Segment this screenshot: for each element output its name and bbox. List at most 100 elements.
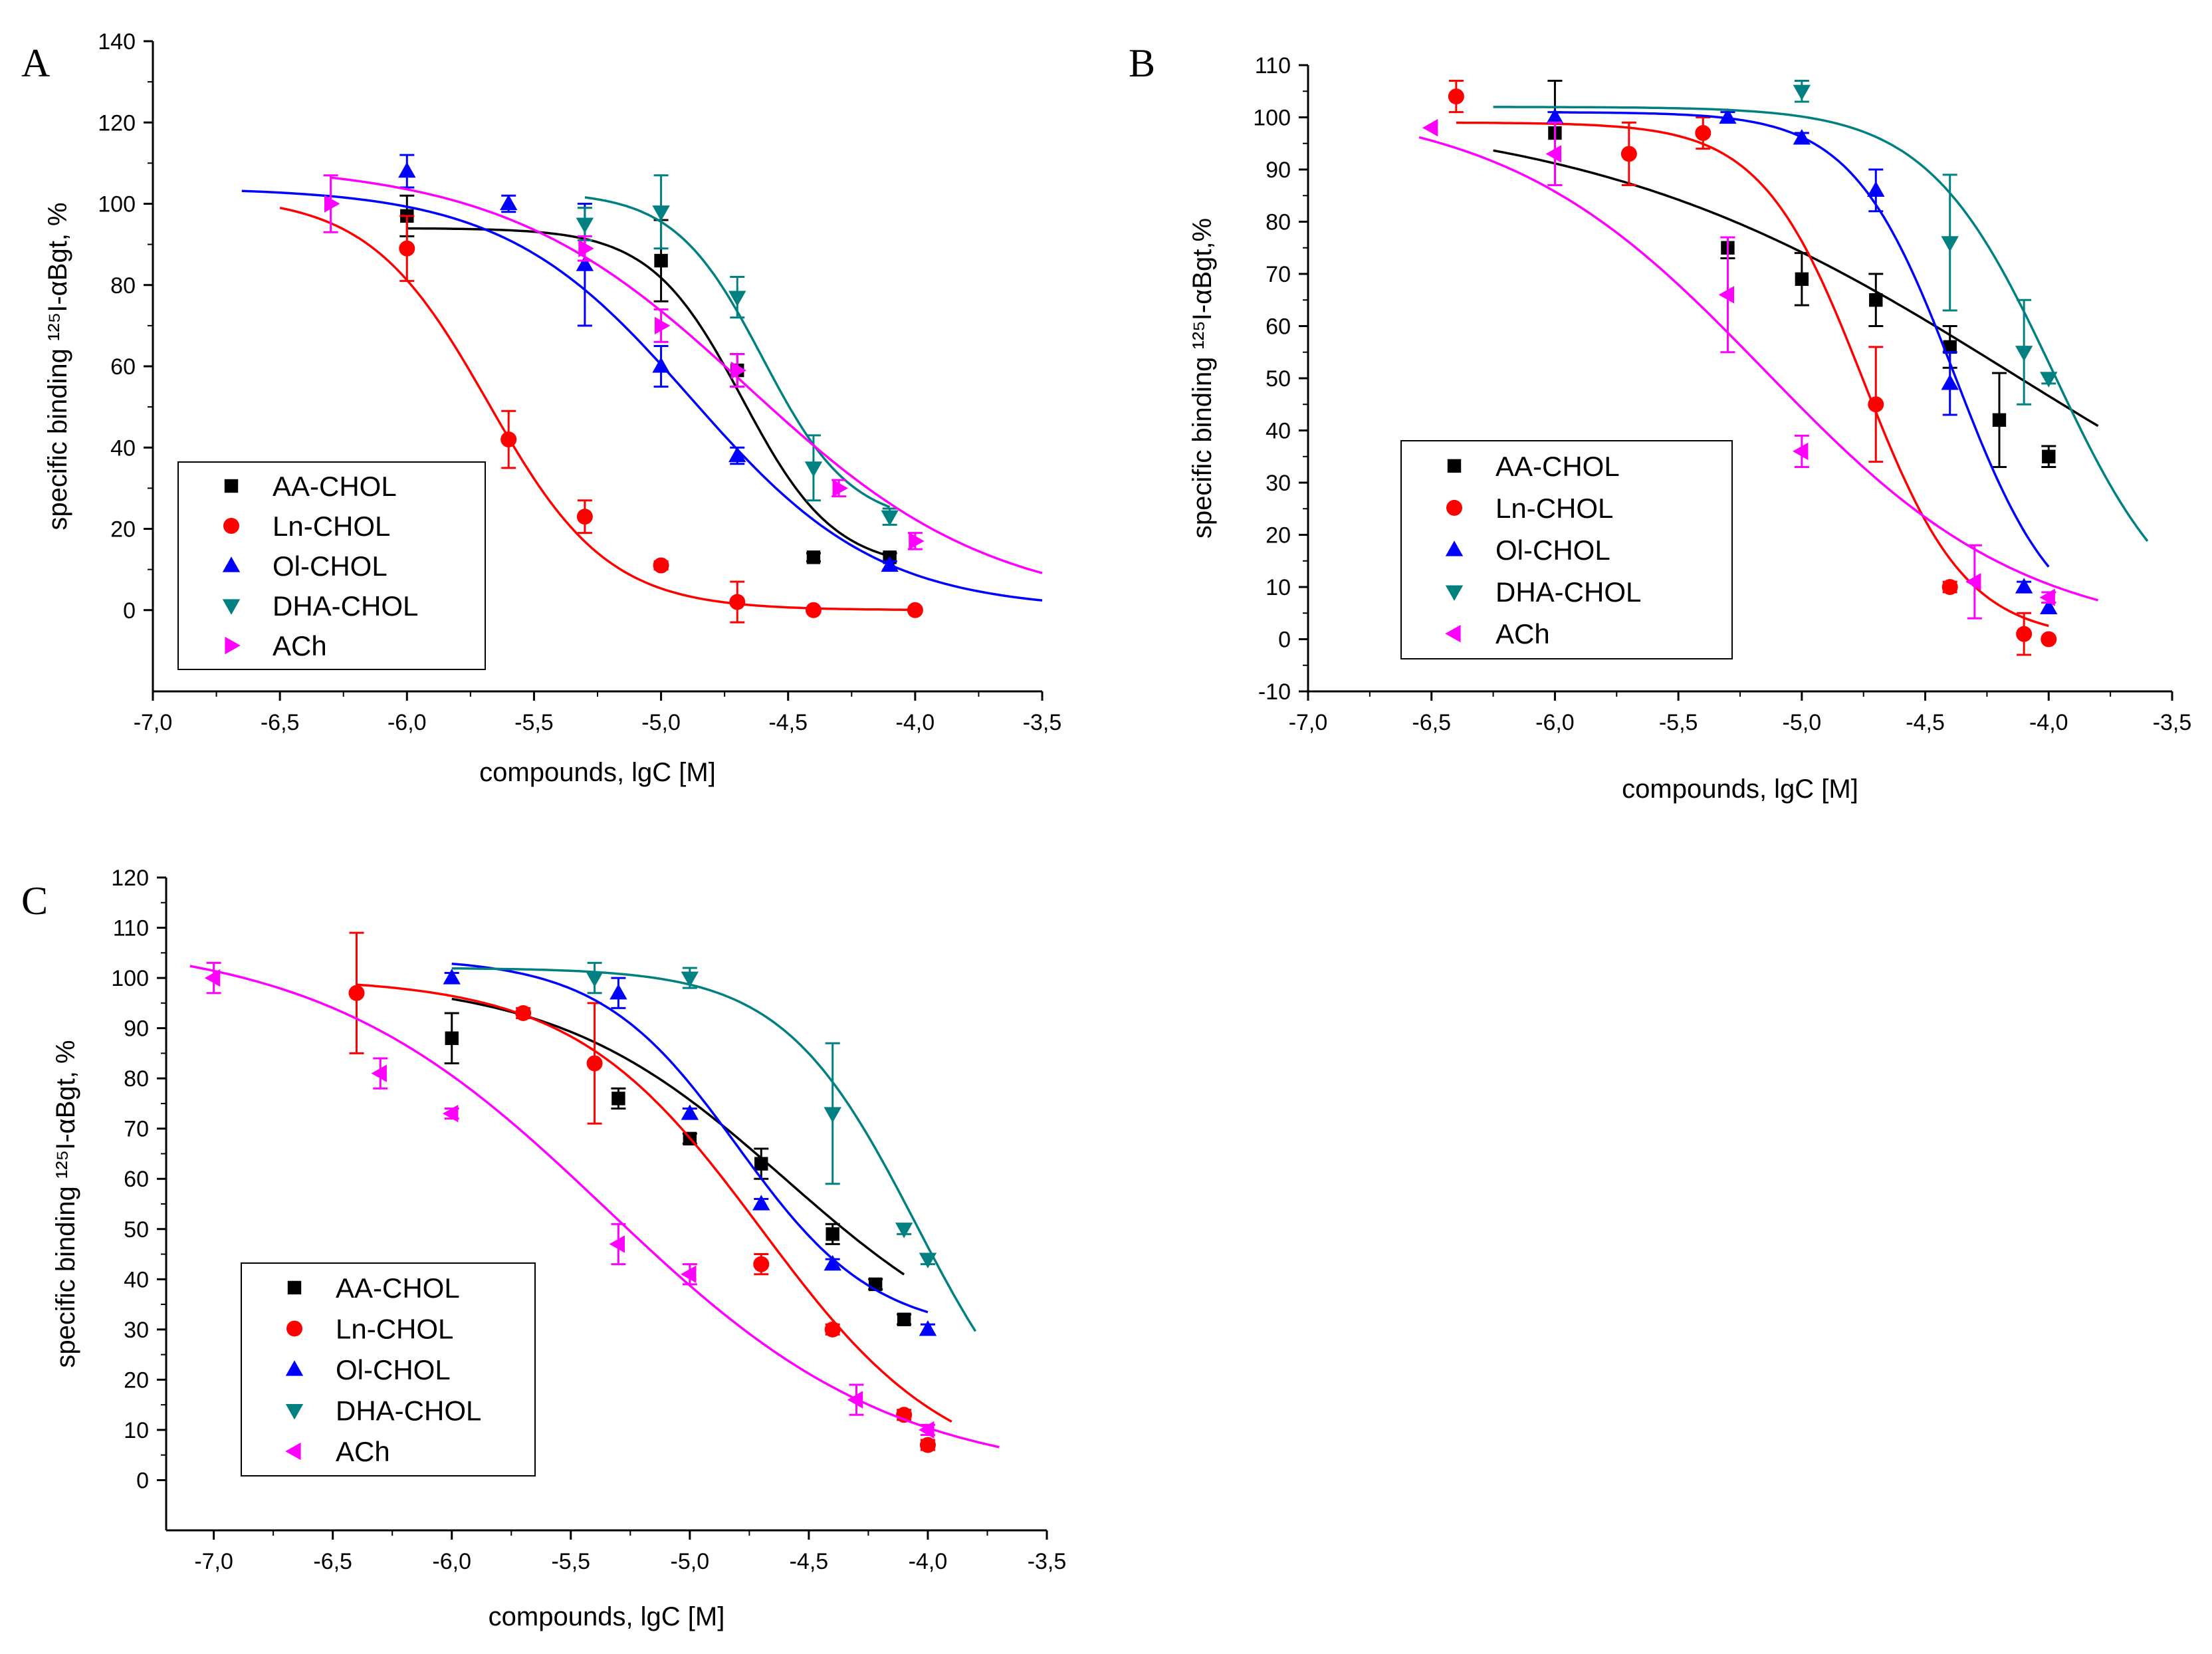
data-point-ln-chol: [653, 557, 669, 574]
y-tick-label: 90: [124, 1016, 149, 1042]
y-tick-label: 0: [136, 1468, 149, 1493]
data-point-ach: [1793, 442, 1809, 461]
fit-curve-ach: [189, 965, 1000, 1449]
x-axis-title: compounds, lgC [M]: [479, 758, 716, 787]
data-point-aa-chol: [1869, 293, 1883, 307]
data-point-ol-chol: [443, 969, 461, 985]
panel-letter: C: [21, 879, 48, 923]
data-point-ln-chol: [1448, 88, 1464, 105]
y-tick-label: 10: [124, 1418, 149, 1443]
data-point-aa-chol: [654, 253, 668, 268]
legend-item-ol-chol: Ol-CHOL: [222, 550, 387, 582]
data-point-aa-chol: [1992, 413, 2007, 427]
y-tick-label: 90: [1266, 158, 1291, 183]
y-tick-label: 30: [1266, 471, 1291, 496]
series-dha-chol: [1493, 80, 2149, 542]
y-tick-label: 100: [1253, 106, 1291, 131]
x-tick-label: -4,5: [790, 1549, 829, 1574]
data-point-ln-chol: [1941, 579, 1958, 595]
data-point-dha-chol: [681, 971, 699, 987]
data-point-ln-chol: [729, 594, 746, 610]
legend-label: AA-CHOL: [336, 1272, 460, 1304]
data-point-ol-chol: [1719, 108, 1737, 124]
y-tick-label: 60: [1266, 314, 1291, 340]
y-tick-label: 120: [111, 866, 149, 891]
data-point-ach: [442, 1104, 459, 1123]
y-tick-label: 120: [98, 110, 136, 136]
series-dha-chol: [576, 174, 899, 526]
x-tick-label: -6,0: [1535, 710, 1575, 735]
fit-curve-aa-chol: [1493, 149, 2099, 427]
data-point-dha-chol: [728, 291, 746, 306]
data-point-dha-chol: [919, 1252, 937, 1268]
x-tick-label: -7,0: [1289, 710, 1328, 735]
legend: AA-CHOL Ln-CHOL Ol-CHOL DHA-CHOL ACh: [241, 1262, 536, 1477]
legend-label: DHA-CHOL: [336, 1395, 481, 1427]
legend-marker: [286, 1320, 302, 1337]
x-tick-label: -4,0: [909, 1549, 948, 1574]
x-tick-label: -5,5: [514, 710, 554, 735]
series-ach: [323, 174, 1043, 574]
data-point-ol-chol: [398, 162, 416, 178]
fit-curve-ach: [330, 176, 1043, 574]
x-tick-label: -7,0: [134, 710, 173, 735]
data-point-ach: [919, 1421, 935, 1439]
data-point-ln-chol: [515, 1004, 532, 1021]
data-point-ach: [609, 1235, 625, 1253]
legend: AA-CHOL Ln-CHOL Ol-CHOL DHA-CHOL ACh: [177, 461, 486, 670]
data-point-aa-chol: [2042, 449, 2056, 463]
x-tick-label: -3,5: [1028, 1549, 1067, 1574]
x-tick-label: -3,5: [1023, 710, 1062, 735]
x-tick-label: -3,5: [2153, 710, 2192, 735]
data-point-ln-chol: [753, 1256, 770, 1272]
x-tick-label: -4,5: [1906, 710, 1945, 735]
legend-label: ACh: [273, 630, 327, 661]
data-point-dha-chol: [2015, 346, 2033, 362]
y-tick-label: 40: [1266, 419, 1291, 444]
legend-label: Ol-CHOL: [273, 550, 387, 582]
y-tick-label: 0: [123, 598, 136, 624]
legend-label: ACh: [336, 1436, 390, 1467]
data-point-ach: [832, 479, 848, 497]
data-point-dha-chol: [576, 217, 594, 233]
x-axis-title: compounds, lgC [M]: [489, 1602, 725, 1631]
data-point-ach: [1545, 145, 1562, 163]
y-tick-label: 100: [98, 192, 136, 217]
panel-b: B -10 0 10 20 30 40 50 60 70 80 90 100 110 -7,0 -6,5 -6,…: [1129, 41, 2191, 804]
legend-marker: [285, 1360, 304, 1376]
fit-curve-dha-chol: [1493, 106, 2149, 542]
x-tick-label: -5,5: [551, 1549, 590, 1574]
x-tick-label: -5,5: [1659, 710, 1698, 735]
legend-marker: [1446, 499, 1462, 516]
y-tick-label: 20: [124, 1367, 149, 1393]
data-point-dha-chol: [881, 510, 899, 526]
series-ol-chol: [1546, 108, 2058, 614]
data-point-dha-chol: [1793, 84, 1811, 101]
data-point-ach: [1718, 286, 1735, 304]
legend-marker: [222, 556, 241, 572]
series-ach: [189, 961, 1000, 1449]
legend-label: AA-CHOL: [273, 471, 397, 502]
legend-item-ln-chol: Ln-CHOL: [286, 1313, 453, 1344]
data-point-ach: [204, 969, 221, 987]
legend-marker: [285, 1442, 301, 1461]
data-point-ln-chol: [399, 240, 415, 257]
data-point-aa-chol: [445, 1031, 459, 1045]
x-tick-label: -5,0: [1783, 710, 1822, 735]
data-point-ach: [1965, 572, 1981, 591]
legend-item-ach: ACh: [225, 630, 327, 661]
legend-item-ln-chol: Ln-CHOL: [223, 511, 390, 542]
data-point-ol-chol: [2040, 598, 2058, 614]
data-point-ach: [730, 361, 747, 380]
legend-marker: [222, 599, 241, 615]
legend-label: Ln-CHOL: [1495, 493, 1613, 524]
data-point-aa-chol: [826, 1227, 839, 1241]
data-point-aa-chol: [806, 550, 821, 564]
data-point-ol-chol: [1867, 181, 1885, 197]
data-point-ln-chol: [1620, 146, 1637, 162]
panel-c: C 0 10 20 30 40 50 60 70 80 90 100 110 120 -7,0 -6,5 -6,…: [21, 866, 1066, 1631]
legend-label: Ol-CHOL: [1495, 534, 1610, 566]
legend-item-dha-chol: DHA-CHOL: [1445, 576, 1641, 608]
fit-curve-ol-chol: [451, 962, 929, 1314]
